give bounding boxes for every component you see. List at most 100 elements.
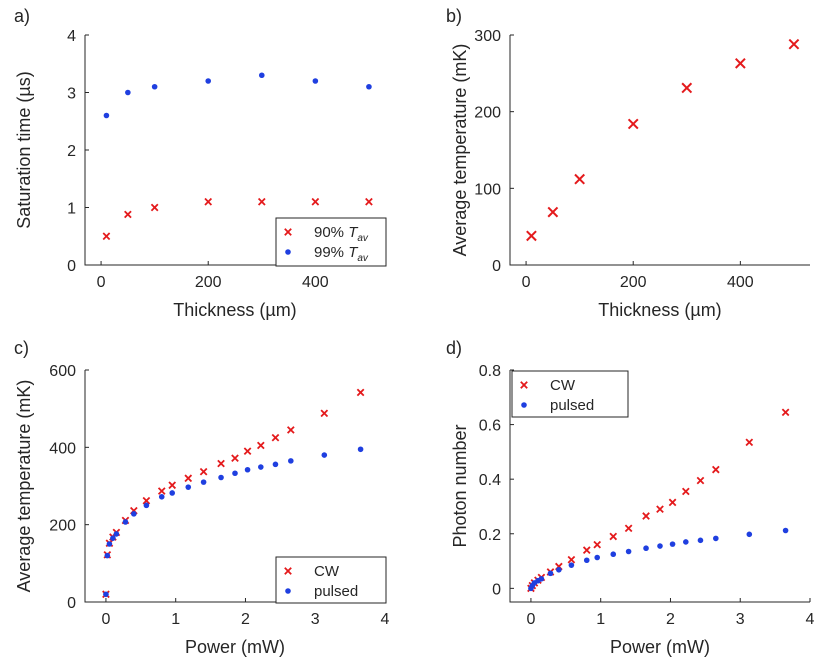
series-data — [526, 38, 800, 242]
y-tick-label: 4 — [67, 28, 76, 45]
y-tick-label: 0 — [67, 258, 76, 275]
y-tick-label: 0 — [492, 581, 501, 598]
data-point — [143, 502, 150, 509]
y-tick-label: 200 — [474, 105, 501, 122]
data-point — [668, 498, 677, 507]
y-tick-label: 1 — [67, 201, 76, 218]
data-point — [746, 531, 753, 538]
data-point — [244, 466, 251, 473]
data-point — [258, 72, 265, 79]
data-point — [231, 454, 239, 462]
data-point — [593, 540, 602, 549]
legend-box — [511, 370, 629, 418]
data-point — [547, 570, 554, 577]
data-point — [642, 512, 650, 520]
data-point — [257, 197, 266, 206]
data-point — [594, 554, 601, 561]
legend-marker — [285, 588, 291, 594]
y-tick-label: 400 — [49, 440, 76, 457]
data-point — [697, 537, 704, 544]
data-point — [683, 539, 689, 545]
panel-b: b) 0 200 400 0 100 200 300 Thickness (µm) Average… — [446, 6, 810, 320]
data-point — [106, 541, 113, 547]
panel-label: d) — [446, 338, 462, 358]
data-point — [168, 481, 177, 490]
x-tick-label: 4 — [381, 611, 390, 628]
y-tick-label: 0 — [67, 595, 76, 612]
data-point — [745, 438, 754, 447]
data-point — [713, 535, 719, 542]
legend-label: pulsed — [550, 397, 594, 414]
data-point — [656, 505, 664, 514]
data-point — [538, 576, 545, 582]
y-tick-label: 600 — [49, 363, 76, 380]
data-point — [142, 496, 151, 505]
y-axis-label: Saturation time (µs) — [14, 71, 34, 228]
y-tick-label: 300 — [474, 28, 501, 45]
data-point — [122, 519, 129, 525]
data-point — [781, 408, 790, 417]
data-point — [657, 543, 663, 549]
legend-box — [275, 556, 387, 604]
y-tick-label: 0.4 — [479, 472, 501, 489]
data-point — [366, 83, 372, 90]
y-tick-label: 0.6 — [479, 418, 501, 435]
data-point — [567, 555, 576, 564]
data-point — [320, 409, 329, 418]
panel-c: c) 0 1 2 3 4 0 200 400 600 Power (mW) Average tempe… — [14, 338, 390, 657]
x-tick-label: 1 — [596, 611, 605, 628]
y-tick-label: 0.2 — [479, 527, 501, 544]
data-point — [711, 465, 720, 474]
data-point — [321, 452, 328, 458]
data-point — [643, 545, 649, 552]
data-point — [104, 552, 111, 559]
data-point — [782, 527, 789, 534]
data-point — [185, 484, 192, 490]
y-axis-label: Average temperature (mK) — [450, 44, 470, 257]
y-tick-label: 100 — [474, 181, 501, 198]
data-point — [681, 487, 690, 496]
data-point — [184, 474, 193, 483]
x-tick-label: 2 — [666, 611, 675, 628]
data-point — [357, 446, 364, 453]
data-point — [256, 441, 265, 450]
data-point — [110, 535, 116, 541]
data-point — [627, 118, 639, 130]
data-point — [151, 83, 158, 90]
data-point — [312, 78, 319, 84]
data-point — [547, 206, 559, 218]
x-tick-label: 200 — [195, 274, 222, 291]
data-point — [286, 426, 295, 434]
data-point — [610, 551, 617, 558]
data-point — [258, 464, 264, 470]
data-point — [205, 78, 212, 84]
x-tick-label: 400 — [302, 274, 329, 291]
legend-marker — [284, 567, 292, 575]
legend-label: CW — [550, 377, 576, 394]
data-point — [103, 112, 110, 119]
data-point — [113, 531, 120, 537]
data-point — [609, 532, 618, 541]
data-point — [125, 89, 131, 96]
panel-label: a) — [14, 6, 30, 26]
data-point — [124, 210, 132, 219]
panel-label: c) — [14, 338, 29, 358]
data-point — [582, 546, 591, 554]
data-point — [356, 388, 365, 397]
x-tick-label: 0 — [97, 274, 106, 291]
data-point — [204, 197, 213, 206]
y-axis-label: Photon number — [450, 424, 470, 547]
x-axis-label: Thickness (µm) — [598, 300, 721, 320]
axes — [509, 370, 810, 603]
axes — [509, 35, 810, 266]
y-tick-label: 200 — [49, 518, 76, 535]
data-point — [365, 197, 373, 206]
data-point — [272, 461, 279, 468]
x-tick-label: 2 — [241, 611, 250, 628]
series-pulsed — [103, 446, 364, 598]
data-point — [232, 470, 238, 477]
data-point — [574, 173, 585, 185]
panel-a: a) 0 200 400 0 1 2 3 4 Thickness (µm) Saturation t… — [14, 6, 387, 320]
data-point — [625, 548, 632, 555]
